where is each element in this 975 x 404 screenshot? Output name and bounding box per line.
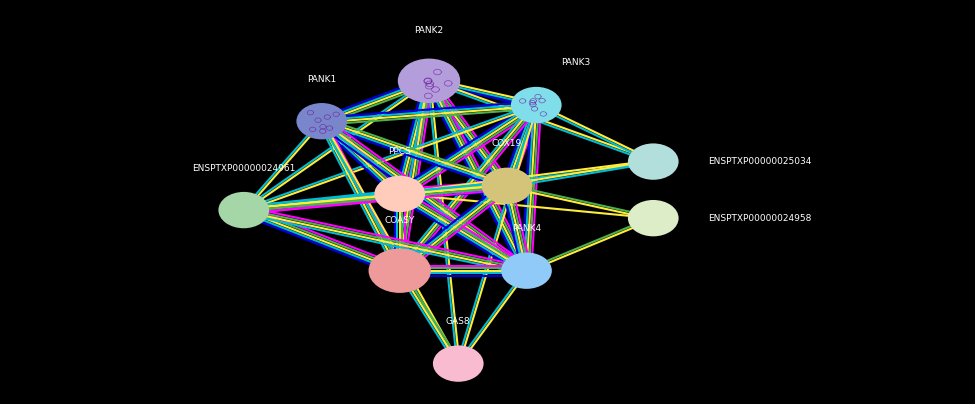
Ellipse shape (433, 345, 484, 382)
Ellipse shape (296, 103, 347, 139)
Text: PANK2: PANK2 (414, 26, 444, 35)
Ellipse shape (369, 248, 431, 293)
Ellipse shape (398, 59, 460, 103)
Text: PANK3: PANK3 (561, 59, 590, 67)
Text: COASY: COASY (384, 216, 415, 225)
Ellipse shape (218, 192, 269, 228)
Ellipse shape (501, 252, 552, 289)
Ellipse shape (628, 143, 679, 180)
Ellipse shape (374, 176, 425, 212)
Ellipse shape (511, 87, 562, 123)
Text: PANK4: PANK4 (512, 224, 541, 233)
Text: COX19: COX19 (491, 139, 523, 148)
Text: ENSPTXP00000025034: ENSPTXP00000025034 (708, 157, 811, 166)
Text: ENSPTXP00000024958: ENSPTXP00000024958 (708, 214, 811, 223)
Text: PPCS: PPCS (388, 147, 411, 156)
Text: PANK1: PANK1 (307, 75, 336, 84)
Ellipse shape (628, 200, 679, 236)
Ellipse shape (482, 168, 532, 204)
Text: GAS8: GAS8 (446, 317, 471, 326)
Text: ENSPTXP00000024961: ENSPTXP00000024961 (192, 164, 295, 173)
